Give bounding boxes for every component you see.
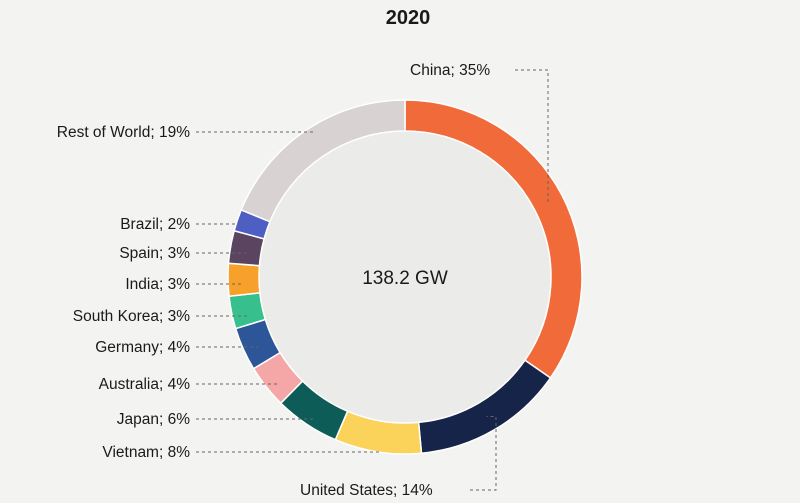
- slice-label-united-states: United States; 14%: [300, 482, 433, 499]
- slice-label-germany: Germany; 4%: [95, 339, 190, 356]
- leader-line-united-states: [470, 415, 497, 491]
- slice-label-brazil: Brazil; 2%: [120, 216, 190, 233]
- slice-label-spain: Spain; 3%: [119, 245, 190, 262]
- slice-india: [227, 262, 261, 298]
- slice-label-india: India; 3%: [125, 276, 190, 293]
- slice-labels: China; 35% United States; 14% Vietnam; 8% J…: [57, 62, 491, 499]
- slice-label-vietnam: Vietnam; 8%: [102, 444, 190, 461]
- slice-label-rest-of-world: Rest of World; 19%: [57, 124, 190, 141]
- slice-label-china: China; 35%: [410, 62, 490, 79]
- donut-hole: [259, 131, 551, 423]
- slice-label-south-korea: South Korea; 3%: [73, 308, 190, 325]
- leader-lines: [196, 69, 549, 491]
- slice-label-australia: Australia; 4%: [99, 376, 191, 393]
- chart-title: 2020: [386, 7, 431, 29]
- slice-label-japan: Japan; 6%: [117, 411, 190, 428]
- donut-slices: [227, 99, 583, 455]
- center-total-label: 138.2 GW: [362, 268, 448, 289]
- slice-rest-of-world: [240, 99, 406, 223]
